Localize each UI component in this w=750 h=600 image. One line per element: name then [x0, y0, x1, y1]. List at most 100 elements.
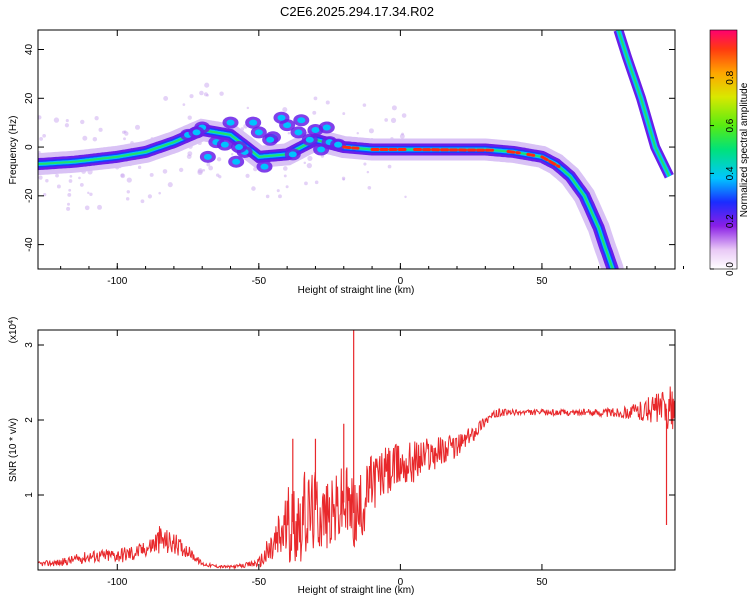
haze-dot — [312, 110, 317, 115]
x-tick-label: -100 — [107, 276, 127, 287]
colorbar-tick-label: 0.0 — [725, 262, 736, 276]
haze-dot — [158, 191, 161, 195]
colorbar-tick-label: 0.6 — [725, 118, 736, 132]
haze-dot — [208, 165, 214, 171]
colorbar-label: Normalized spectral amplitude — [739, 82, 750, 217]
haze-dot — [342, 112, 346, 115]
ridge-peak — [526, 152, 538, 158]
cluster-core — [266, 136, 275, 143]
snr-axes: -100 -50 0 50 1 2 3 — [24, 330, 675, 588]
haze-dot — [45, 179, 49, 183]
cluster-core — [305, 136, 314, 143]
cluster-core — [249, 119, 258, 126]
haze-dot — [390, 117, 397, 123]
haze-dot — [282, 107, 288, 113]
cluster-core — [220, 141, 229, 148]
haze-dot — [367, 186, 372, 190]
haze-dot — [391, 105, 397, 111]
haze-dot — [135, 124, 140, 130]
haze-dot — [66, 206, 71, 211]
haze-dot — [67, 202, 70, 206]
haze-dot — [162, 169, 168, 174]
haze-dot — [82, 135, 88, 141]
haze-dot — [97, 204, 102, 210]
haze-dot — [55, 173, 59, 178]
haze-dot — [38, 175, 43, 180]
cluster-core — [277, 114, 286, 121]
spectrogram-frame — [37, 29, 676, 270]
haze-dot — [125, 197, 130, 201]
cluster-core — [226, 119, 235, 126]
haze-dot — [313, 96, 318, 101]
ridge-peak — [342, 145, 360, 150]
colorbar-tick-label: 0.2 — [725, 214, 736, 228]
haze-dot — [384, 118, 388, 122]
haze-dot — [253, 167, 258, 172]
ridge-peak — [506, 149, 521, 155]
haze-dot — [283, 174, 287, 178]
cluster-core — [254, 129, 263, 136]
haze-dot — [84, 205, 90, 211]
y-tick-label: -20 — [24, 188, 35, 203]
haze-dot — [94, 116, 99, 121]
cluster-core — [283, 122, 292, 129]
cluster-core — [288, 151, 297, 158]
haze-dot — [314, 180, 319, 185]
haze-dot — [147, 194, 152, 199]
haze-dot — [304, 181, 308, 186]
haze-dot — [204, 82, 210, 88]
ridge-peak — [413, 148, 496, 152]
haze-dot — [245, 173, 250, 178]
spectrogram-ylabel: Frequency (Hz) — [8, 116, 19, 185]
haze-dot — [56, 184, 61, 189]
spectrogram-panel: -100 -50 0 50 40 20 0 -20 -40 Height of straight… — [8, 29, 684, 296]
cluster-core — [260, 163, 269, 170]
spectrogram-xlabel: Height of straight line (km) — [298, 285, 415, 296]
snr-frame — [37, 329, 676, 571]
cluster-core — [322, 124, 331, 131]
cluster-core — [334, 141, 343, 148]
haze-dot — [306, 163, 312, 169]
y-tick-label: 2 — [24, 417, 35, 423]
haze-dot — [167, 182, 173, 188]
haze-dot — [368, 128, 374, 134]
y-tick-label: 1 — [24, 492, 35, 498]
colorbar: 0.0 0.2 0.4 0.6 0.8 Normalized spectral ampl… — [709, 29, 750, 276]
y-tick-label: 0 — [24, 144, 35, 150]
x-tick-label: 0 — [398, 577, 404, 588]
haze-dot — [283, 166, 288, 171]
haze-dot — [399, 133, 405, 139]
haze-dot — [215, 173, 220, 177]
haze-dot — [182, 103, 186, 106]
haze-dot — [285, 185, 289, 189]
haze-dot — [276, 189, 280, 193]
x-tick-label: 50 — [536, 577, 548, 588]
haze-dot — [251, 186, 256, 191]
snr-scale-close: ) — [8, 317, 19, 320]
haze-dot — [79, 183, 84, 187]
haze-dot — [401, 132, 404, 136]
colorbar-ticks: 0.0 0.2 0.4 0.6 0.8 — [710, 70, 736, 276]
snr-scale-label: (x104) — [8, 317, 20, 344]
cluster-core — [311, 126, 320, 133]
haze-dot — [69, 175, 73, 178]
haze-dot — [123, 137, 126, 141]
haze-dot — [219, 91, 224, 96]
haze-dot — [42, 133, 46, 138]
haze-dot — [287, 132, 291, 135]
haze-dot — [92, 136, 98, 142]
haze-dot — [401, 113, 407, 118]
y-tick-label: 3 — [24, 342, 35, 348]
snr-ylabel: SNR (10 * v/v) — [8, 418, 19, 482]
haze-dot — [246, 106, 250, 110]
cluster-core — [235, 144, 244, 151]
haze-dot — [189, 94, 194, 99]
cluster-core — [297, 117, 306, 124]
haze-dot — [199, 90, 204, 96]
haze-dot — [78, 176, 81, 180]
x-tick-label: -50 — [252, 276, 267, 287]
ridge-peak — [540, 155, 561, 169]
haze-dot — [120, 173, 124, 178]
spectrogram-axes: -100 -50 0 50 40 20 0 -20 -40 — [24, 30, 684, 287]
